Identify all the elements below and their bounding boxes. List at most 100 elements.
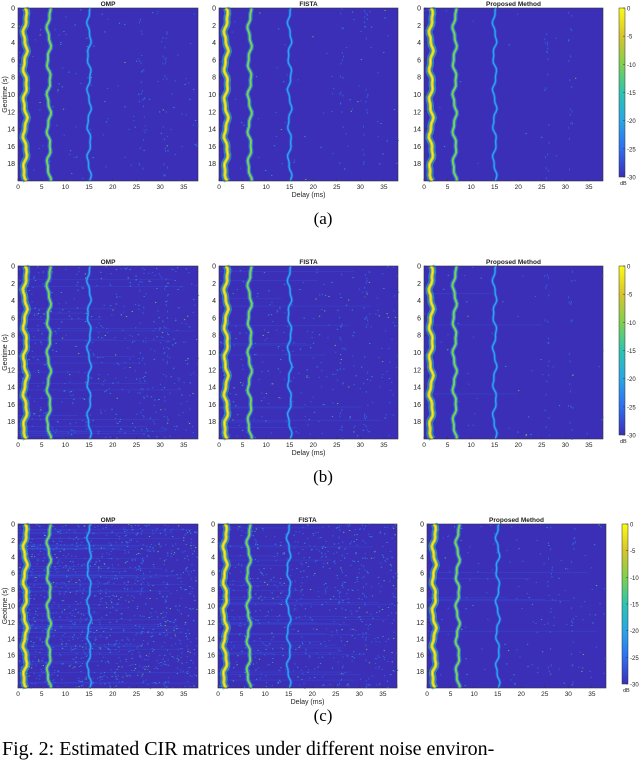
noise-speckle	[340, 650, 342, 652]
noise-speckle	[336, 551, 338, 553]
x-tick-label: 25	[332, 691, 340, 698]
y-axis-label: Geotime (s)	[2, 588, 9, 625]
noise-speckle	[359, 678, 362, 680]
noise-speckle	[189, 395, 191, 396]
noise-speckle	[179, 605, 181, 607]
noise-speckle	[370, 326, 372, 328]
noise-speckle	[246, 589, 248, 590]
noise-speckle	[101, 553, 104, 555]
noise-speckle	[505, 366, 507, 367]
noise-speckle	[102, 327, 104, 329]
noise-speckle	[146, 669, 149, 670]
noise-speckle	[390, 389, 392, 391]
noise-speckle	[141, 99, 143, 101]
noise-speckle	[448, 571, 451, 573]
noise-speckle	[31, 646, 33, 647]
noise-speckle	[18, 622, 20, 624]
noise-streak	[18, 548, 90, 550]
noise-speckle	[128, 524, 130, 526]
y-tick-label: 6	[417, 315, 421, 322]
noise-speckle	[243, 124, 245, 126]
noise-speckle	[232, 419, 234, 421]
noise-speckle	[137, 392, 139, 394]
noise-speckle	[392, 414, 394, 416]
noise-speckle	[262, 527, 264, 529]
late-arrival	[571, 428, 573, 431]
noise-speckle	[55, 429, 57, 431]
noise-speckle	[31, 683, 33, 685]
noise-speckle	[39, 675, 41, 677]
noise-streak	[18, 529, 193, 531]
noise-speckle	[39, 639, 41, 641]
noise-speckle	[289, 596, 292, 598]
noise-speckle	[598, 524, 600, 526]
noise-speckle	[391, 623, 393, 624]
path-core	[223, 265, 229, 440]
noise-speckle	[189, 685, 191, 687]
noise-speckle	[184, 623, 186, 625]
late-arrival	[339, 336, 341, 339]
noise-speckle	[126, 529, 128, 531]
noise-speckle	[146, 546, 148, 548]
noise-speckle	[312, 396, 314, 398]
noise-speckle	[365, 686, 367, 688]
noise-speckle	[129, 285, 131, 287]
noise-speckle	[84, 372, 86, 373]
noise-speckle	[321, 547, 324, 549]
noise-speckle	[300, 604, 303, 606]
noise-speckle	[547, 365, 549, 367]
noise-speckle	[63, 582, 65, 584]
noise-speckle	[99, 593, 101, 594]
noise-speckle	[447, 607, 449, 609]
noise-speckle	[160, 180, 162, 182]
late-arrival	[143, 306, 145, 309]
late-arrival	[572, 270, 573, 273]
noise-speckle	[38, 575, 40, 577]
noise-speckle	[103, 631, 105, 632]
late-arrival	[166, 300, 168, 303]
y-tick-label: 16	[7, 144, 15, 151]
noise-speckle	[75, 662, 77, 663]
noise-speckle	[100, 412, 102, 414]
noise-speckle	[103, 644, 105, 646]
late-arrival	[166, 31, 168, 34]
noise-speckle	[71, 429, 73, 431]
noise-speckle	[297, 666, 299, 668]
noise-speckle	[309, 433, 311, 435]
y-tick-label: 6	[11, 571, 15, 578]
noise-speckle	[427, 616, 429, 618]
noise-speckle	[75, 656, 77, 658]
noise-speckle	[378, 583, 380, 585]
noise-speckle	[67, 553, 70, 555]
noise-speckle	[102, 656, 105, 658]
noise-speckle	[58, 303, 60, 305]
late-arrival	[139, 362, 141, 364]
noise-speckle	[86, 77, 89, 79]
late-arrival	[568, 404, 569, 407]
noise-speckle	[179, 643, 181, 645]
noise-speckle	[19, 52, 21, 53]
noise-speckle	[76, 273, 78, 275]
noise-speckle	[53, 617, 55, 618]
noise-speckle	[100, 576, 102, 578]
noise-speckle	[489, 525, 492, 526]
path-trace-1	[454, 523, 461, 689]
noise-speckle	[336, 328, 339, 330]
late-arrival	[365, 644, 367, 647]
noise-speckle	[133, 340, 136, 342]
noise-speckle	[382, 153, 384, 155]
noise-speckle	[346, 553, 348, 554]
noise-speckle	[82, 614, 85, 616]
noise-speckle	[92, 682, 95, 683]
late-arrival	[342, 94, 344, 97]
noise-speckle	[63, 549, 65, 551]
noise-speckle	[350, 541, 353, 543]
noise-speckle	[50, 280, 52, 282]
path-core	[428, 265, 434, 440]
noise-speckle	[108, 558, 111, 559]
x-tick-label: 30	[156, 691, 164, 698]
noise-speckle	[265, 686, 267, 688]
noise-speckle	[118, 22, 121, 24]
noise-speckle	[135, 634, 137, 636]
noise-speckle	[290, 380, 292, 382]
